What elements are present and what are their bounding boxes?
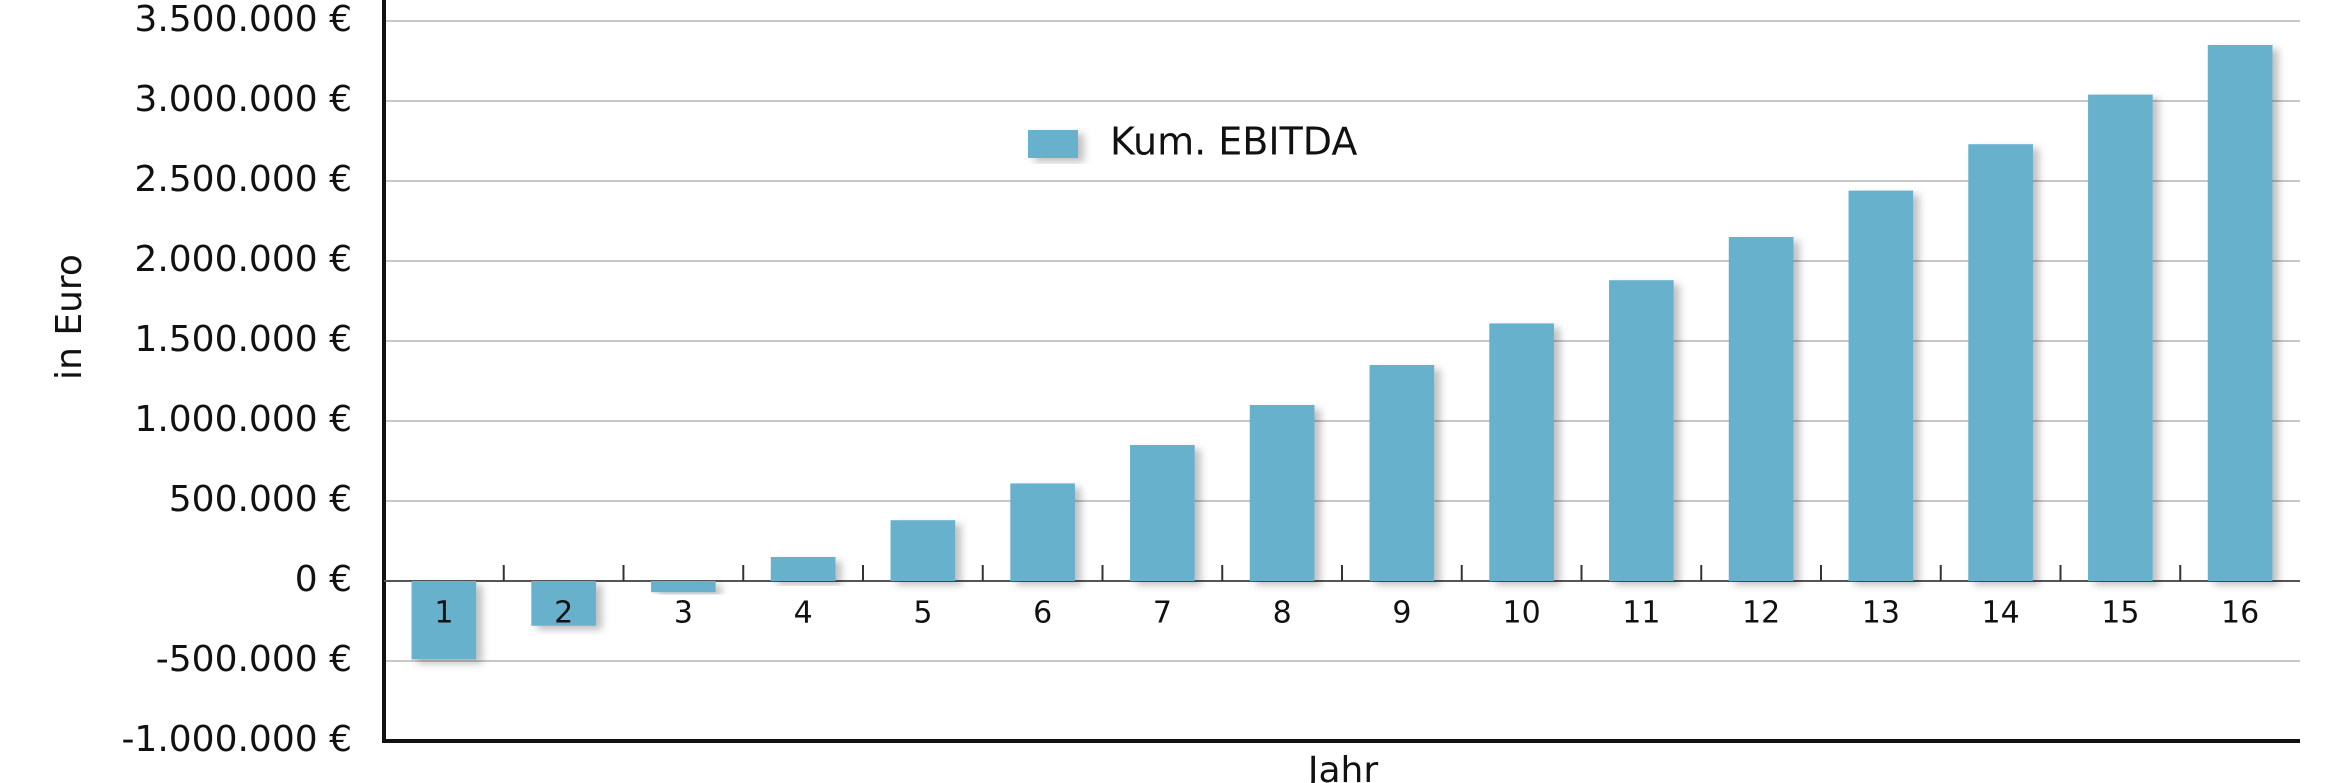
x-tick-label: 11: [1622, 596, 1660, 631]
bar: [411, 581, 477, 660]
x-tick-label: 16: [2221, 596, 2259, 631]
x-tick-label: 1: [434, 596, 453, 631]
y-tick-label: 3.500.000 €: [134, 0, 352, 40]
x-tick-label: 2: [554, 596, 573, 631]
bar: [1130, 445, 1195, 581]
y-axis-title: in Euro: [49, 254, 90, 380]
bar: [1489, 323, 1554, 581]
bar: [2088, 94, 2153, 581]
bar: [1848, 190, 1914, 581]
y-tick-label: 1.500.000 €: [134, 319, 352, 360]
bar: [2207, 45, 2273, 581]
bar: [1728, 237, 1794, 581]
y-tick-label: 2.500.000 €: [134, 159, 352, 200]
x-tick-label: 13: [1862, 596, 1900, 631]
x-tick-label: 10: [1503, 596, 1541, 631]
bar: [651, 581, 716, 593]
legend-label: Kum. EBITDA: [1110, 120, 1357, 164]
y-tick-label: 2.000.000 €: [134, 239, 352, 280]
x-tick-label: 12: [1742, 596, 1780, 631]
bar: [1968, 144, 2033, 581]
x-tick-label: 7: [1153, 596, 1172, 631]
bar: [1609, 280, 1674, 581]
y-tick-label: -500.000 €: [156, 639, 352, 680]
bar: [1010, 483, 1075, 581]
x-axis-title: Jahr: [1306, 750, 1378, 783]
x-tick-label: 8: [1273, 596, 1292, 631]
x-tick-label: 9: [1392, 596, 1411, 631]
x-tick-label: 15: [2101, 596, 2139, 631]
x-tick-label: 6: [1033, 596, 1052, 631]
y-tick-label: -1.000.000 €: [121, 719, 352, 760]
y-tick-label: 3.000.000 €: [134, 79, 352, 120]
x-tick-label: 5: [913, 596, 932, 631]
y-tick-label: 0 €: [295, 559, 352, 600]
y-tick-label: 1.000.000 €: [134, 399, 352, 440]
x-tick-label: 3: [674, 596, 693, 631]
x-tick-label: 14: [1982, 596, 2020, 631]
x-tick-label: 4: [794, 596, 813, 631]
bar: [770, 557, 836, 581]
bar: [1369, 365, 1435, 581]
bar: [890, 520, 956, 581]
y-tick-label: 500.000 €: [169, 479, 352, 520]
bar: [1249, 405, 1315, 581]
bar: [531, 581, 596, 626]
legend-swatch: [1028, 130, 1078, 158]
